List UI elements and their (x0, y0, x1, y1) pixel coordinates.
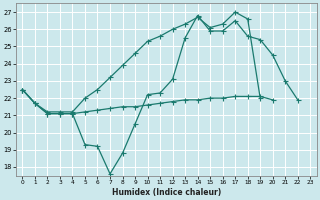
X-axis label: Humidex (Indice chaleur): Humidex (Indice chaleur) (112, 188, 221, 197)
